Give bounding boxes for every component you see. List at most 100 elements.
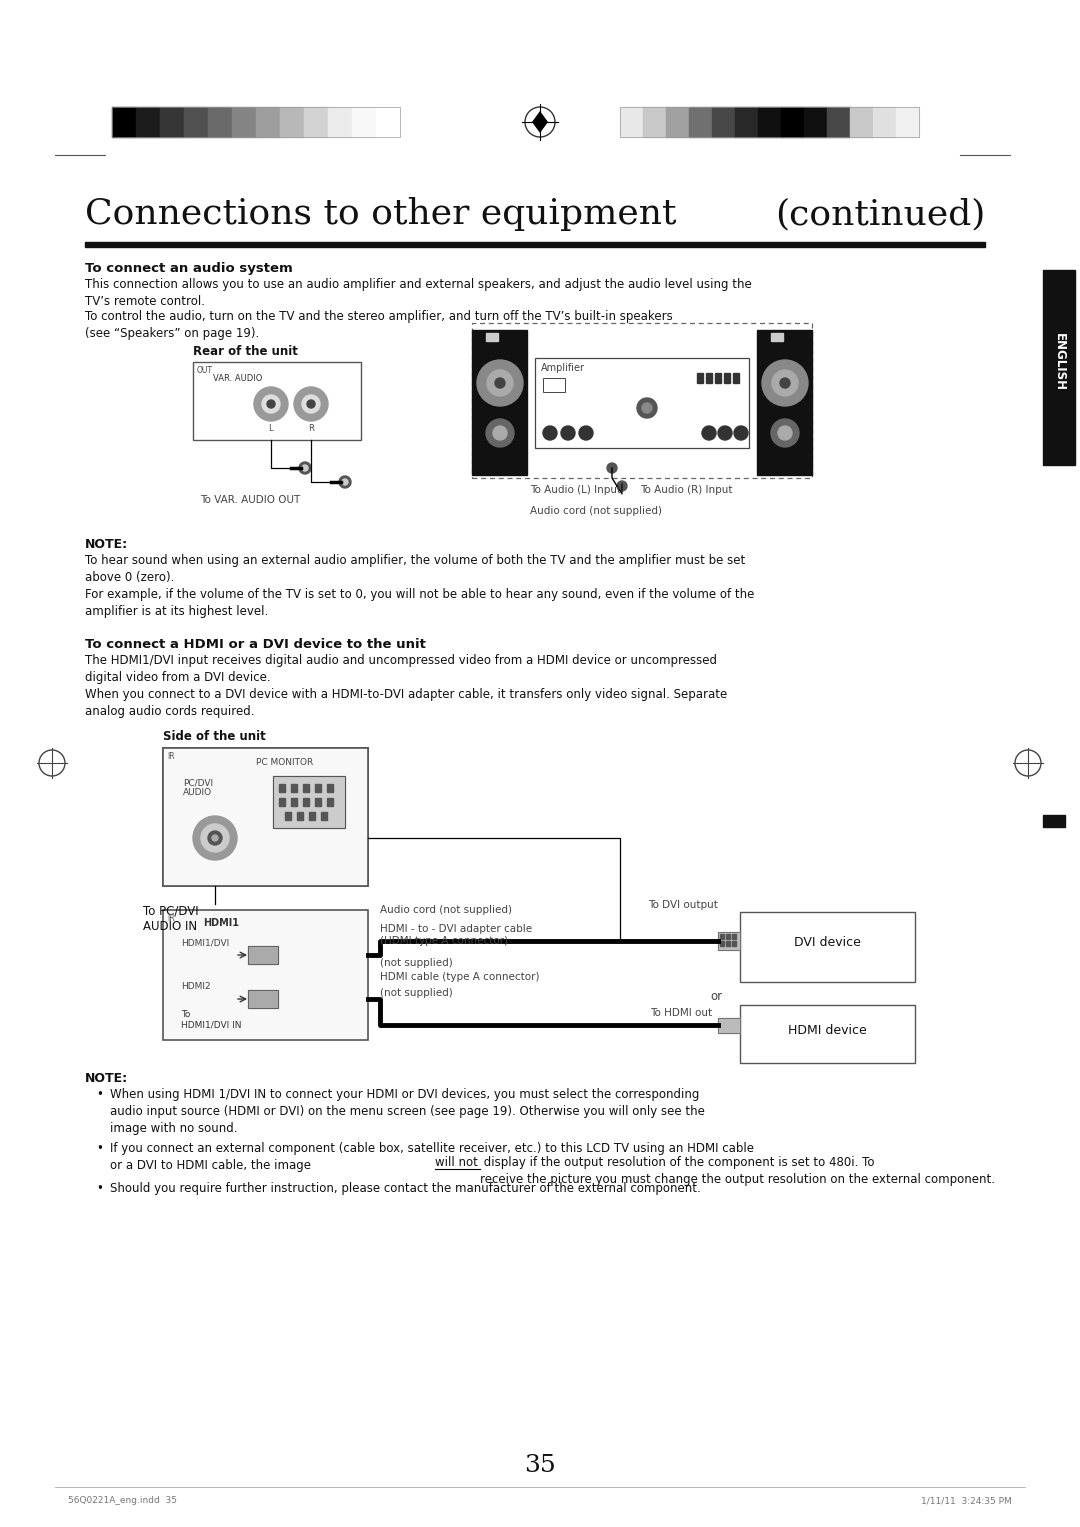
Bar [315,799,321,806]
Text: HDMI1: HDMI1 [203,918,239,928]
Bar [733,373,739,383]
Bar [804,107,827,137]
Text: To DVI output: To DVI output [648,899,718,910]
Bar [643,107,666,137]
Bar [718,931,740,950]
Text: To
HDMI1/DVI IN: To HDMI1/DVI IN [181,1009,242,1029]
Text: HDMI1/DVI: HDMI1/DVI [181,938,229,947]
Text: will not: will not [435,1156,477,1170]
Text: 1/11/11  3:24:35 PM: 1/11/11 3:24:35 PM [921,1496,1012,1506]
Circle shape [477,360,523,406]
Polygon shape [532,111,548,133]
Text: •: • [96,1182,103,1196]
Text: This connection allows you to use an audio amplifier and external speakers, and : This connection allows you to use an aud… [85,278,752,308]
Bar [248,989,278,1008]
Bar [472,330,527,475]
Bar [248,989,278,1008]
Circle shape [307,400,315,408]
Text: 35: 35 [524,1454,556,1477]
Bar [291,783,297,793]
Text: Audio cord (not supplied): Audio cord (not supplied) [380,906,512,915]
Bar [160,107,184,137]
Text: (continued): (continued) [774,197,985,231]
Circle shape [294,386,328,421]
Circle shape [543,426,557,440]
Text: PC MONITOR: PC MONITOR [256,757,313,767]
Text: (not supplied): (not supplied) [380,957,453,968]
Bar [827,107,850,137]
Text: To HDMI out: To HDMI out [650,1008,712,1019]
Bar [1043,270,1075,466]
Bar [535,357,750,447]
Text: or: or [710,989,723,1003]
Text: If you connect an external component (cable box, satellite receiver, etc.) to th: If you connect an external component (ca… [110,1142,754,1173]
Bar [543,379,565,392]
Circle shape [193,815,237,860]
Circle shape [302,466,308,470]
Bar [136,107,160,137]
Text: IR: IR [167,751,175,760]
Bar [735,107,758,137]
Bar [163,910,368,1040]
Bar [740,912,915,982]
Bar [163,748,368,886]
Bar [328,107,352,137]
Bar [184,107,208,137]
Circle shape [254,386,288,421]
Circle shape [262,395,280,412]
Bar [315,783,321,793]
Bar [771,333,783,341]
Bar [303,107,328,137]
Bar [758,107,781,137]
Bar [724,373,730,383]
Bar [297,812,303,820]
Circle shape [617,481,627,492]
Bar [706,373,712,383]
Text: DVI device: DVI device [794,936,861,948]
Circle shape [762,360,808,406]
Text: ENGLISH: ENGLISH [1053,333,1066,391]
Bar [620,107,643,137]
Circle shape [607,463,617,473]
Bar [248,947,278,964]
Text: The HDMI1/DVI input receives digital audio and uncompressed video from a HDMI de: The HDMI1/DVI input receives digital aud… [85,654,727,718]
Bar [193,362,361,440]
Circle shape [780,379,789,388]
Text: To connect a HDMI or a DVI device to the unit: To connect a HDMI or a DVI device to the… [85,638,426,651]
Circle shape [208,831,222,844]
Circle shape [487,370,513,395]
Text: Audio cord (not supplied): Audio cord (not supplied) [530,505,662,516]
Text: display if the output resolution of the component is set to 480i. To
receive the: display if the output resolution of the … [480,1156,995,1186]
Bar [718,931,740,950]
Bar [273,776,345,828]
Text: R: R [308,425,314,434]
Text: To VAR. AUDIO OUT: To VAR. AUDIO OUT [200,495,300,505]
Bar [726,941,730,947]
Bar [712,107,735,137]
Text: •: • [96,1089,103,1101]
Circle shape [561,426,575,440]
Bar [321,812,327,820]
Bar [303,799,309,806]
Text: Amplifier: Amplifier [541,363,585,373]
Text: Side of the unit: Side of the unit [163,730,266,744]
Circle shape [299,463,311,473]
Bar [740,1005,915,1063]
Bar [781,107,804,137]
Bar [472,324,812,478]
Bar [689,107,712,137]
Bar [757,330,812,475]
Bar [732,935,735,939]
Bar [279,783,285,793]
Circle shape [702,426,716,440]
Bar [309,812,315,820]
Text: To hear sound when using an external audio amplifier, the volume of both the TV : To hear sound when using an external aud… [85,554,754,618]
Text: NOTE:: NOTE: [85,538,129,551]
Text: Connections to other equipment: Connections to other equipment [85,197,676,231]
Text: HDMI - to - DVI adapter cable
(HDMI type A connector): HDMI - to - DVI adapter cable (HDMI type… [380,924,532,947]
Bar [732,941,735,947]
Text: IR: IR [167,915,175,922]
Circle shape [778,426,792,440]
Bar [248,947,278,964]
Circle shape [718,426,732,440]
